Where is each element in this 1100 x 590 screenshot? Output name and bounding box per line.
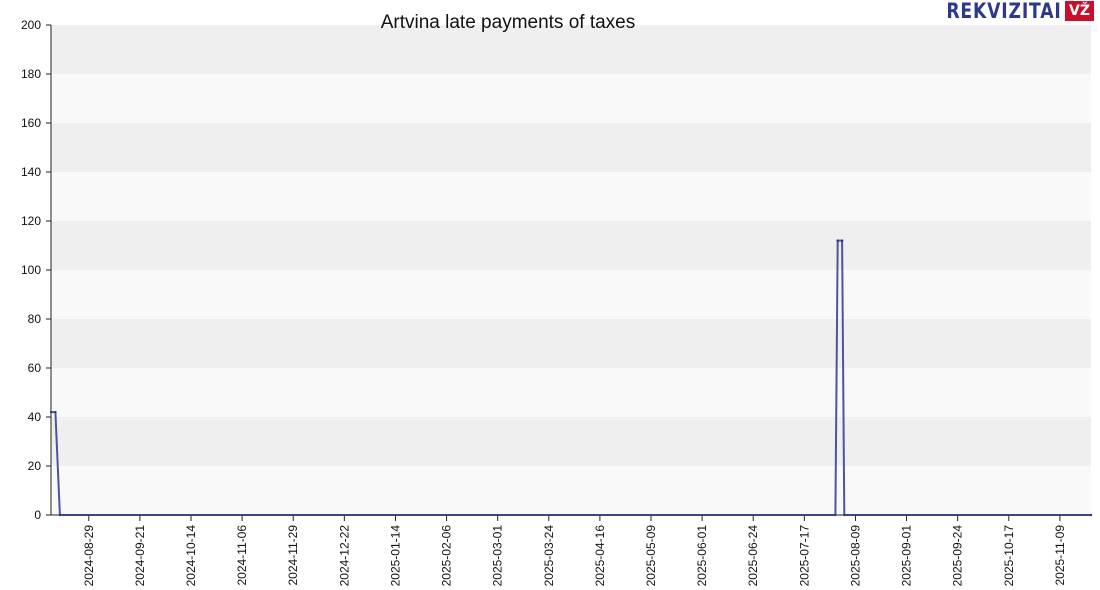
grid-band <box>51 74 1091 123</box>
chart-title: Artvina late payments of taxes <box>380 12 636 33</box>
x-tick-label: 2025-07-17 <box>797 525 811 587</box>
x-tick-label: 2024-12-22 <box>337 525 351 587</box>
y-tick-label: 40 <box>28 410 42 424</box>
data-point <box>843 513 846 517</box>
data-point <box>834 513 837 517</box>
series-line <box>51 239 1091 516</box>
grid-band <box>51 417 1091 466</box>
brand-logo: REKVIZITAI VŽ <box>921 0 1094 23</box>
y-tick-label: 80 <box>28 312 42 326</box>
y-tick-label: 200 <box>21 18 41 32</box>
grid-band <box>51 123 1091 172</box>
x-tick-label: 2025-01-14 <box>388 525 402 587</box>
x-tick-label: 2025-11-09 <box>1053 525 1067 586</box>
data-point <box>54 410 57 414</box>
x-tick-label: 2025-03-01 <box>491 525 505 587</box>
y-tick-label: 60 <box>28 361 42 375</box>
x-tick-label: 2025-05-09 <box>644 525 658 587</box>
grid-band <box>51 270 1091 319</box>
grid-band <box>51 466 1091 515</box>
logo-text: REKVIZITAI <box>946 0 1062 23</box>
x-tick-label: 2025-09-01 <box>900 525 914 587</box>
logo-badge: VŽ <box>1065 1 1094 21</box>
y-tick-label: 120 <box>21 214 41 228</box>
y-tick-label: 160 <box>21 116 41 130</box>
x-tick-label: 2025-08-09 <box>848 525 862 587</box>
x-tick-label: 2025-04-16 <box>593 525 607 587</box>
x-tick-label: 2025-10-17 <box>1002 525 1016 587</box>
grid-band <box>51 319 1091 368</box>
y-tick-label: 20 <box>28 459 42 473</box>
data-point <box>49 410 53 414</box>
data-point <box>836 239 839 242</box>
data-point <box>840 239 844 242</box>
data-point <box>1089 513 1093 517</box>
x-tick-label: 2024-09-21 <box>133 525 147 587</box>
y-tick-label: 100 <box>21 263 41 277</box>
x-tick-label: 2025-06-24 <box>746 525 760 587</box>
y-tick-label: 180 <box>21 67 41 81</box>
y-tick-label: 0 <box>34 508 41 522</box>
grid-band <box>51 368 1091 417</box>
x-tick-label: 2024-11-06 <box>235 525 249 586</box>
x-tick-label: 2025-03-24 <box>542 525 556 587</box>
grid-band <box>51 172 1091 221</box>
data-point <box>58 513 62 517</box>
x-tick-label: 2024-10-14 <box>184 525 198 587</box>
x-tick-label: 2025-02-06 <box>440 525 454 587</box>
grid-band <box>51 25 1091 74</box>
x-tick-label: 2025-09-24 <box>951 525 965 587</box>
x-tick-label: 2024-11-29 <box>286 525 300 586</box>
y-tick-label: 140 <box>21 165 41 179</box>
grid-band <box>51 221 1091 270</box>
x-tick-label: 2024-08-29 <box>82 525 96 587</box>
x-tick-label: 2025-06-01 <box>695 525 709 587</box>
